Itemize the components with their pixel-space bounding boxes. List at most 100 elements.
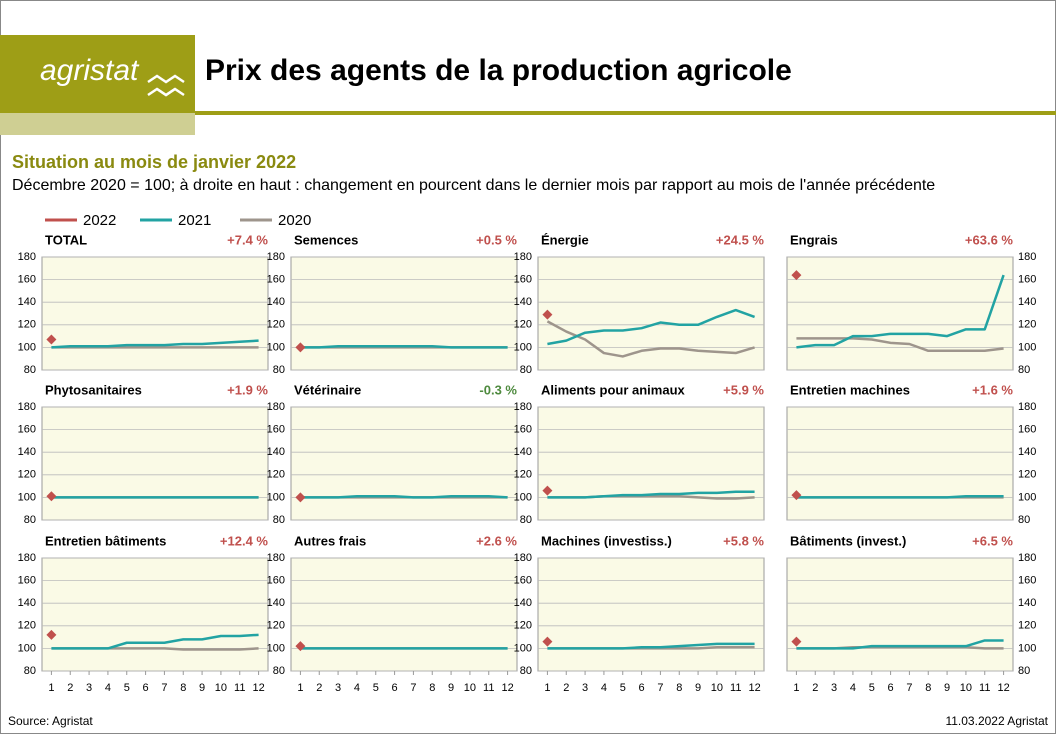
panel-annotation: +12.4 % <box>220 533 269 548</box>
y-tick-label: 180 <box>514 552 532 564</box>
series-line <box>547 642 755 650</box>
point-marker <box>295 342 306 353</box>
x-tick-label: 6 <box>639 682 645 694</box>
y-tick-label: 80 <box>24 665 36 677</box>
x-tick-label: 2 <box>316 682 322 694</box>
x-tick-label: 8 <box>180 682 186 694</box>
panel-annotation: +6.5 % <box>972 533 1013 548</box>
legend-label: 2020 <box>278 212 311 229</box>
x-tick-label: 10 <box>960 682 972 694</box>
x-tick-label: 9 <box>448 682 454 694</box>
date: 11.03.2022 Agristat <box>945 714 1048 728</box>
y-tick-label: 140 <box>1018 446 1036 458</box>
y-tick-label: 120 <box>514 319 532 331</box>
plot-area <box>41 256 269 371</box>
y-tick-label: 140 <box>18 296 36 308</box>
logo-icon <box>147 74 185 97</box>
x-tick-label: 2 <box>563 682 569 694</box>
series-line <box>300 495 508 499</box>
plot-area <box>537 406 765 521</box>
y-tick-label: 140 <box>18 446 36 458</box>
panel-title: Bâtiments (invest.) <box>790 533 906 548</box>
y-tick-label: 80 <box>273 665 285 677</box>
series-line <box>796 639 1004 650</box>
y-tick-label: 100 <box>514 642 532 654</box>
y-tick-label: 120 <box>267 469 285 481</box>
plot-area <box>537 557 765 672</box>
y-tick-label: 80 <box>273 364 285 376</box>
panel-annotation: +7.4 % <box>227 232 268 247</box>
series-line <box>546 320 755 358</box>
logo-band <box>0 113 195 135</box>
x-tick-label: 9 <box>695 682 701 694</box>
x-tick-label: 6 <box>888 682 894 694</box>
y-tick-label: 160 <box>267 575 285 587</box>
x-tick-label: 4 <box>601 682 607 694</box>
y-tick-label: 80 <box>520 665 532 677</box>
y-tick-label: 100 <box>514 491 532 503</box>
y-tick-label: 160 <box>18 274 36 286</box>
y-tick-label: 100 <box>514 341 532 353</box>
y-tick-label: 180 <box>18 552 36 564</box>
panel-title: Semences <box>294 232 358 247</box>
panel-annotation: +5.9 % <box>723 382 764 397</box>
x-tick-label: 12 <box>997 682 1009 694</box>
plot-area <box>786 256 1014 371</box>
y-tick-label: 160 <box>267 424 285 436</box>
x-tick-label: 2 <box>812 682 818 694</box>
y-tick-label: 80 <box>1018 665 1030 677</box>
plot-area <box>290 256 518 371</box>
y-tick-label: 100 <box>267 341 285 353</box>
y-tick-label: 100 <box>267 491 285 503</box>
y-tick-label: 180 <box>267 401 285 413</box>
panel-annotation: +63.6 % <box>965 232 1014 247</box>
y-tick-label: 180 <box>18 401 36 413</box>
x-tick-label: 10 <box>711 682 723 694</box>
series-line <box>51 339 259 349</box>
y-tick-label: 120 <box>267 319 285 331</box>
x-tick-label: 10 <box>464 682 476 694</box>
panel-title: Entretien bâtiments <box>45 533 166 548</box>
y-tick-label: 100 <box>267 642 285 654</box>
plot-area <box>41 557 269 672</box>
y-tick-label: 160 <box>267 274 285 286</box>
x-tick-label: 11 <box>730 682 741 694</box>
panel-title: Entretien machines <box>790 382 910 397</box>
x-tick-label: 8 <box>676 682 682 694</box>
panel-annotation: +0.5 % <box>476 232 517 247</box>
y-tick-label: 120 <box>1018 469 1036 481</box>
point-marker <box>791 636 802 647</box>
plot-area <box>786 557 1014 672</box>
x-tick-label: 11 <box>234 682 245 694</box>
source: Source: Agristat <box>8 714 93 728</box>
point-marker <box>295 641 306 652</box>
panel-annotation: +5.8 % <box>723 533 764 548</box>
x-tick-label: 4 <box>850 682 856 694</box>
plot-area <box>290 406 518 521</box>
point-marker <box>542 485 553 496</box>
x-tick-label: 9 <box>944 682 950 694</box>
y-tick-label: 160 <box>514 274 532 286</box>
panel-title: Vétérinaire <box>294 382 361 397</box>
x-tick-label: 8 <box>429 682 435 694</box>
y-tick-label: 180 <box>18 251 36 263</box>
x-tick-label: 4 <box>105 682 111 694</box>
panel-title: Aliments pour animaux <box>541 382 686 397</box>
y-tick-label: 160 <box>18 424 36 436</box>
y-tick-label: 100 <box>18 341 36 353</box>
y-tick-label: 80 <box>24 514 36 526</box>
panel-title: TOTAL <box>45 232 87 247</box>
y-tick-label: 120 <box>514 620 532 632</box>
x-tick-label: 11 <box>483 682 494 694</box>
y-tick-label: 180 <box>267 552 285 564</box>
x-tick-label: 6 <box>392 682 398 694</box>
y-tick-label: 140 <box>267 597 285 609</box>
point-marker <box>46 629 57 640</box>
y-tick-label: 100 <box>18 642 36 654</box>
y-tick-label: 180 <box>1018 251 1036 263</box>
plot-area <box>786 406 1014 521</box>
y-tick-label: 160 <box>514 575 532 587</box>
subtitle: Situation au mois de janvier 2022 <box>12 152 296 172</box>
